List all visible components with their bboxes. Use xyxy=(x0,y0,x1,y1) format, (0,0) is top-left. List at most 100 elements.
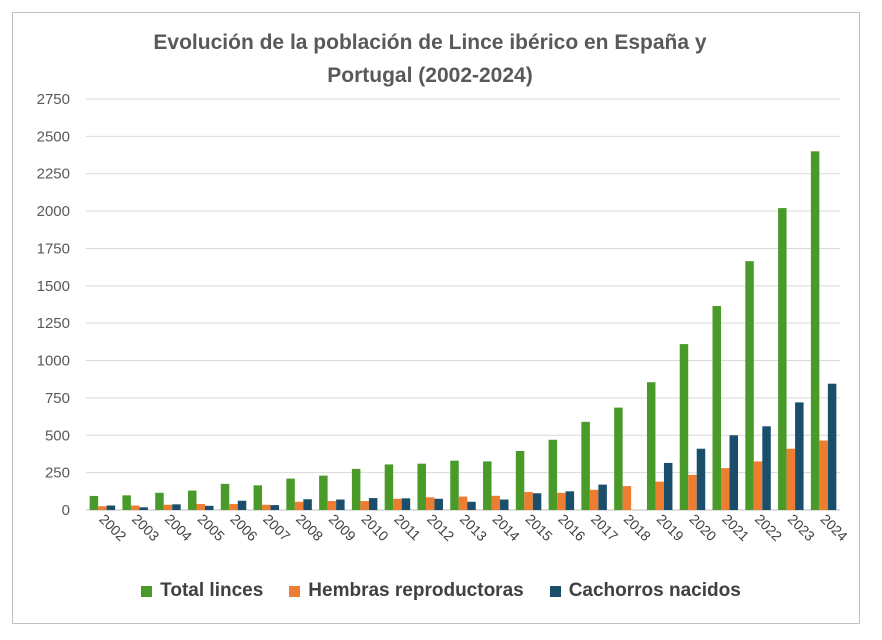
x-tick-label: 2010 xyxy=(359,511,392,544)
legend: Total linces Hembras reproductoras Cacho… xyxy=(0,580,882,602)
bar-total-2018 xyxy=(614,407,623,510)
bar-cachorros-2023 xyxy=(795,402,804,510)
legend-swatch-cachorros xyxy=(549,585,561,597)
legend-item-hembras: Hembras reproductoras xyxy=(289,580,524,602)
x-tick-label: 2023 xyxy=(785,511,818,544)
bar-cachorros-2020 xyxy=(696,448,706,510)
x-tick-label: 2002 xyxy=(96,511,129,544)
bar-cachorros-2006 xyxy=(237,500,247,510)
bar-total-2006 xyxy=(220,483,230,510)
bar-hembras-2012 xyxy=(425,497,435,510)
bar-total-2019 xyxy=(646,382,656,510)
bar-cachorros-2017 xyxy=(598,484,607,510)
legend-item-cachorros: Cachorros nacidos xyxy=(549,580,741,602)
bar-total-2009 xyxy=(319,475,328,510)
bar-hembras-2023 xyxy=(786,448,796,510)
legend-item-total: Total linces xyxy=(141,580,263,602)
x-tick-label: 2011 xyxy=(391,511,424,544)
bar-cachorros-2015 xyxy=(532,493,542,510)
bar-cachorros-2007 xyxy=(270,505,280,510)
legend-label-cachorros: Cachorros nacidos xyxy=(568,580,741,601)
bar-hembras-2010 xyxy=(360,501,369,510)
bar-total-2003 xyxy=(122,495,131,510)
x-tick-label: 2024 xyxy=(817,511,850,544)
x-tick-label: 2009 xyxy=(326,511,359,544)
x-tick-label: 2004 xyxy=(162,511,195,544)
x-tick-label: 2022 xyxy=(752,511,785,544)
x-tick-label: 2008 xyxy=(293,511,326,544)
bar-cachorros-2009 xyxy=(336,499,345,510)
bar-cachorros-2005 xyxy=(204,505,214,510)
bar-hembras-2004 xyxy=(163,504,173,510)
bar-total-2022 xyxy=(745,261,754,510)
bar-hembras-2018 xyxy=(622,486,632,510)
bar-hembras-2006 xyxy=(229,504,238,510)
bar-total-2002 xyxy=(89,495,99,510)
bar-hembras-2020 xyxy=(688,474,697,510)
bar-cachorros-2004 xyxy=(172,504,181,510)
x-tick-label: 2014 xyxy=(490,511,523,544)
bar-total-2008 xyxy=(286,478,295,510)
bar-cachorros-2019 xyxy=(663,462,673,510)
bar-total-2021 xyxy=(712,305,722,510)
x-tick-label: 2018 xyxy=(621,511,654,544)
x-tick-label: 2020 xyxy=(686,511,719,544)
bar-cachorros-2014 xyxy=(500,499,509,510)
x-tick-label: 2015 xyxy=(522,511,555,544)
bar-cachorros-2003 xyxy=(139,507,148,510)
bar-cachorros-2021 xyxy=(729,435,739,510)
bar-hembras-2016 xyxy=(557,492,566,510)
bar-hembras-2009 xyxy=(327,501,337,510)
bar-total-2010 xyxy=(351,468,361,510)
bar-total-2011 xyxy=(384,464,394,510)
x-tick-label: 2006 xyxy=(227,511,260,544)
bar-cachorros-2022 xyxy=(762,426,771,510)
bar-hembras-2022 xyxy=(753,461,763,510)
y-tick-label: 750 xyxy=(45,390,70,407)
bar-total-2013 xyxy=(450,460,459,510)
bar-total-2005 xyxy=(187,490,197,510)
y-tick-label: 2750 xyxy=(37,91,70,108)
bar-hembras-2007 xyxy=(262,504,271,510)
y-tick-label: 2000 xyxy=(37,203,70,220)
bar-total-2012 xyxy=(417,463,426,510)
bar-cachorros-2024 xyxy=(827,383,837,510)
legend-swatch-total xyxy=(141,585,153,597)
bar-hembras-2003 xyxy=(130,505,140,510)
bar-cachorros-2008 xyxy=(303,499,312,510)
y-tick-label: 1250 xyxy=(37,315,70,332)
bar-cachorros-2002 xyxy=(106,505,116,510)
bar-hembras-2014 xyxy=(491,495,501,510)
legend-swatch-hembras xyxy=(289,585,301,597)
bar-hembras-2015 xyxy=(524,492,533,510)
bar-total-2016 xyxy=(548,439,558,510)
bar-hembras-2005 xyxy=(196,504,205,510)
y-tick-label: 0 xyxy=(62,502,70,519)
bar-hembras-2019 xyxy=(655,481,664,510)
chart-title: Evolución de la población de Lince ibéri… xyxy=(153,31,707,87)
bar-hembras-2021 xyxy=(721,468,730,510)
bar-total-2024 xyxy=(810,151,820,511)
bar-total-2020 xyxy=(679,344,689,510)
y-tick-label: 2250 xyxy=(37,166,70,183)
x-tick-label: 2007 xyxy=(260,511,293,544)
x-tick-label: 2005 xyxy=(195,511,228,544)
bar-total-2017 xyxy=(581,421,590,510)
y-tick-label: 1500 xyxy=(37,278,70,295)
x-tick-label: 2017 xyxy=(588,511,621,544)
bar-total-2015 xyxy=(515,450,525,510)
bar-total-2007 xyxy=(253,485,263,510)
legend-label-total: Total linces xyxy=(160,580,264,601)
bar-total-2014 xyxy=(483,461,492,510)
x-tick-label: 2012 xyxy=(424,511,457,544)
x-tick-label: 2019 xyxy=(654,511,687,544)
x-tick-label: 2021 xyxy=(719,511,752,544)
bar-cachorros-2013 xyxy=(467,501,476,510)
bar-cachorros-2011 xyxy=(401,498,411,510)
bar-cachorros-2010 xyxy=(368,498,378,510)
bar-hembras-2013 xyxy=(458,496,468,510)
x-tick-label: 2013 xyxy=(457,511,490,544)
y-tick-label: 250 xyxy=(45,465,70,482)
bar-hembras-2008 xyxy=(294,501,304,510)
